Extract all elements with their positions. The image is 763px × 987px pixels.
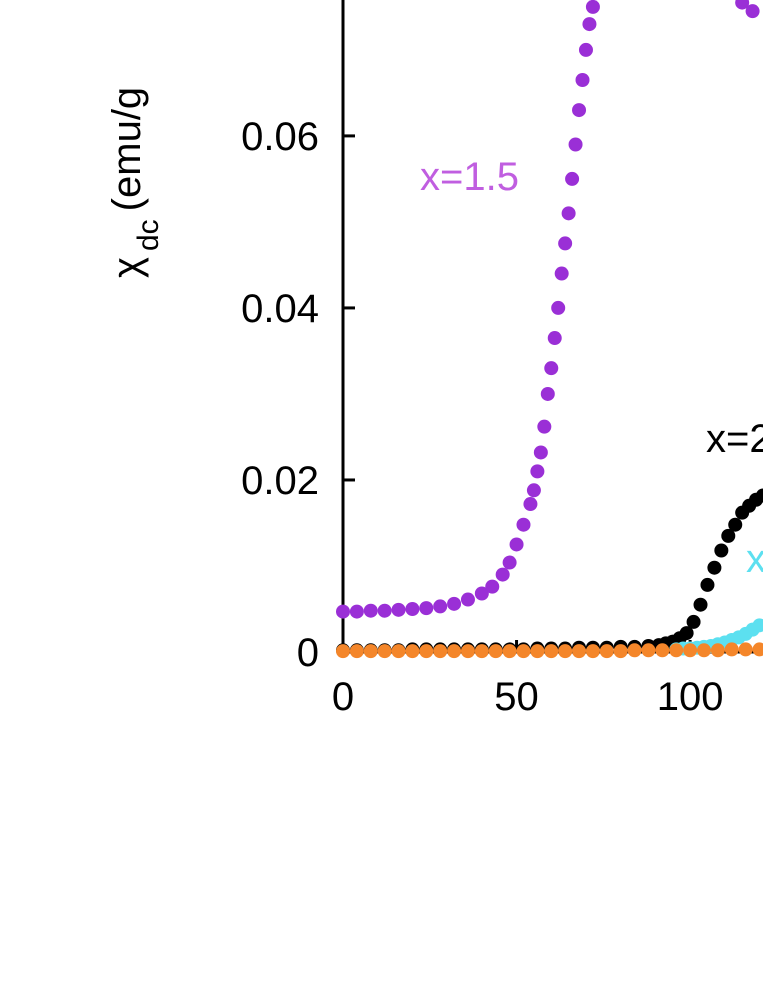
- data-point: [756, 488, 763, 503]
- data-point: [554, 266, 569, 281]
- data-point: [669, 643, 684, 658]
- data-point: [447, 644, 462, 659]
- data-point: [533, 445, 548, 460]
- y-tick-label: 0.02: [241, 459, 319, 503]
- data-point: [544, 644, 559, 659]
- data-point: [585, 644, 600, 659]
- x-tick-label: 0: [332, 675, 354, 719]
- data-point: [391, 602, 406, 617]
- data-point: [728, 517, 743, 532]
- data-point: [433, 644, 448, 659]
- data-point: [349, 644, 364, 659]
- data-point: [530, 644, 545, 659]
- data-point: [405, 601, 420, 616]
- data-point: [735, 0, 750, 10]
- data-point: [613, 644, 628, 659]
- data-point: [683, 643, 698, 658]
- data-point: [655, 643, 670, 658]
- data-point: [575, 72, 590, 87]
- data-point: [502, 555, 517, 570]
- data-point: [679, 626, 694, 641]
- data-point: [349, 604, 364, 619]
- data-point: [641, 643, 656, 658]
- data-point: [710, 643, 725, 658]
- y-label-unit: (emu/g: [105, 87, 149, 212]
- data-point: [391, 644, 406, 659]
- y-label-subscript: dc: [132, 219, 165, 251]
- y-tick-label: 0: [297, 631, 319, 675]
- series-label: x=1.5: [420, 155, 519, 199]
- data-point: [686, 614, 701, 629]
- data-point: [582, 17, 597, 32]
- y-label-symbol: χ: [105, 257, 149, 278]
- data-point: [752, 642, 763, 657]
- data-point: [738, 642, 753, 657]
- data-point: [572, 103, 587, 118]
- data-point: [724, 642, 739, 657]
- data-point: [419, 644, 434, 659]
- data-point: [405, 644, 420, 659]
- data-point: [530, 464, 545, 479]
- data-point: [495, 567, 510, 582]
- data-point: [752, 618, 763, 633]
- data-point: [707, 560, 722, 575]
- data-point: [721, 528, 736, 543]
- data-point: [568, 137, 583, 152]
- data-point: [561, 206, 576, 221]
- data-point: [558, 644, 573, 659]
- y-tick-label: 0.04: [241, 287, 319, 331]
- data-point: [544, 361, 559, 376]
- x-tick-label: 50: [494, 675, 539, 719]
- data-point: [516, 517, 531, 532]
- y-axis-label: χ dc (emu/g: [105, 87, 165, 278]
- data-point: [474, 586, 489, 601]
- data-point: [363, 603, 378, 618]
- data-point: [551, 300, 566, 315]
- data-point: [485, 579, 500, 594]
- data-point: [526, 483, 541, 498]
- data-point: [599, 644, 614, 659]
- data-point: [693, 597, 708, 612]
- data-point: [363, 644, 378, 659]
- data-point: [578, 42, 593, 57]
- data-point: [433, 599, 448, 614]
- data-point: [537, 419, 552, 434]
- data-point: [540, 386, 555, 401]
- data-point: [627, 643, 642, 658]
- data-point: [585, 0, 600, 14]
- data-point: [696, 643, 711, 658]
- data-point: [460, 644, 475, 659]
- data-point: [502, 644, 517, 659]
- series-label: x: [746, 537, 763, 581]
- data-point: [516, 644, 531, 659]
- data-point: [336, 644, 350, 659]
- data-point: [523, 497, 538, 512]
- data-point: [572, 644, 587, 659]
- data-point: [336, 604, 350, 619]
- data-point: [700, 577, 715, 592]
- data-point: [488, 644, 503, 659]
- data-point: [377, 644, 392, 659]
- series-label: x=2: [706, 417, 763, 461]
- data-point: [565, 171, 580, 186]
- data-point: [745, 4, 760, 19]
- data-point: [509, 537, 524, 552]
- data-point: [377, 603, 392, 618]
- y-tick-label: 0.06: [241, 115, 319, 159]
- x-tick-label: 100: [657, 675, 724, 719]
- data-point: [474, 644, 489, 659]
- data-point: [419, 601, 434, 616]
- data-point: [460, 592, 475, 607]
- data-point: [714, 543, 729, 558]
- data-point: [558, 236, 573, 251]
- data-point: [447, 596, 462, 611]
- data-point: [547, 331, 562, 346]
